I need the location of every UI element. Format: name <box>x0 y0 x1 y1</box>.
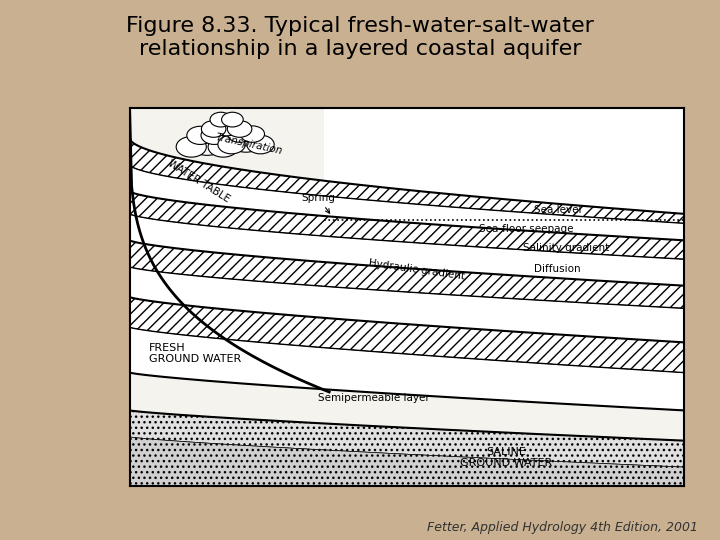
Text: Diffusion: Diffusion <box>534 265 581 274</box>
Text: Transpiration: Transpiration <box>215 132 283 156</box>
Circle shape <box>210 112 232 127</box>
Circle shape <box>211 114 243 136</box>
Circle shape <box>201 126 228 144</box>
Circle shape <box>222 112 243 127</box>
Text: FRESH
GROUND WATER: FRESH GROUND WATER <box>149 343 241 364</box>
Text: Spring: Spring <box>302 193 336 213</box>
Text: SALINE
GROUND WATER: SALINE GROUND WATER <box>461 447 553 468</box>
Text: Salinity gradient: Salinity gradient <box>523 243 609 253</box>
Circle shape <box>176 137 207 157</box>
Circle shape <box>247 135 274 154</box>
Polygon shape <box>130 240 684 308</box>
Text: Figure 8.33. Typical fresh-water-salt-water
relationship in a layered coastal aq: Figure 8.33. Typical fresh-water-salt-wa… <box>126 16 594 59</box>
Circle shape <box>218 135 246 154</box>
Text: Sea-floor seepage: Sea-floor seepage <box>479 224 573 234</box>
Polygon shape <box>130 267 684 342</box>
Polygon shape <box>130 410 684 467</box>
Circle shape <box>228 128 264 152</box>
Circle shape <box>208 137 238 157</box>
Polygon shape <box>130 191 684 259</box>
Circle shape <box>188 129 227 156</box>
Circle shape <box>228 120 252 137</box>
Polygon shape <box>130 214 684 286</box>
Text: Fetter, Applied Hydrology 4th Edition, 2001: Fetter, Applied Hydrology 4th Edition, 2… <box>428 521 698 534</box>
Circle shape <box>202 120 226 137</box>
Polygon shape <box>130 138 684 224</box>
Polygon shape <box>130 327 684 410</box>
Circle shape <box>240 126 264 143</box>
Polygon shape <box>130 297 684 373</box>
Circle shape <box>228 126 252 143</box>
Polygon shape <box>130 165 684 240</box>
Circle shape <box>186 126 213 144</box>
Text: WATER TABLE: WATER TABLE <box>166 159 232 205</box>
Text: Semipermeable layer: Semipermeable layer <box>318 393 430 403</box>
Text: Hydraulic gradient: Hydraulic gradient <box>368 259 465 282</box>
Polygon shape <box>130 437 684 486</box>
Text: Sea level: Sea level <box>534 205 582 215</box>
Polygon shape <box>324 108 684 220</box>
